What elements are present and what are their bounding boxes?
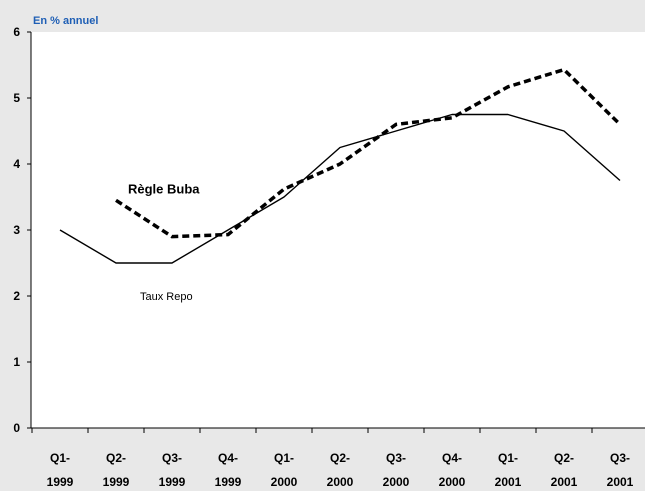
x-tick-label: Q1-2001 [495,451,522,489]
x-tick-label: Q2-2000 [327,451,354,489]
x-tick-label: Q3-2001 [607,451,634,489]
series-labels: Règle Buba Taux Repo [128,182,200,303]
series-layer [59,67,622,264]
y-tick-label: 3 [13,223,20,237]
series-line-taux-repo [59,113,621,264]
x-tick-label: Q1-2000 [271,451,298,489]
x-tick-label: Q4-2000 [439,451,466,489]
axes: 0 1 2 3 4 5 6 Q1-1999 Q2-1999 Q3-1999 Q4-1999 Q1-20… [13,25,645,489]
y-tick-label: 0 [13,421,20,435]
x-tick-label: Q2-2001 [551,451,578,489]
plot-area [31,32,645,428]
y-tick-label: 5 [13,91,20,105]
series-label-taux-repo: Taux Repo [140,291,193,303]
x-tick-label: Q3-1999 [159,451,186,489]
x-tick-label: Q1-1999 [47,451,74,489]
x-tick-label: Q4-1999 [215,451,242,489]
series-line-regle-buba [115,67,622,239]
y-tick-label: 4 [13,157,20,171]
x-tick-label: Q2-1999 [103,451,130,489]
y-tick-label: 2 [13,289,20,303]
series-label-regle-buba: Règle Buba [128,182,200,197]
y-tick-label: 1 [13,355,20,369]
y-tick-label: 6 [13,25,20,39]
x-tick-label: Q3-2000 [383,451,410,489]
unit-label: En % annuel [33,15,98,27]
